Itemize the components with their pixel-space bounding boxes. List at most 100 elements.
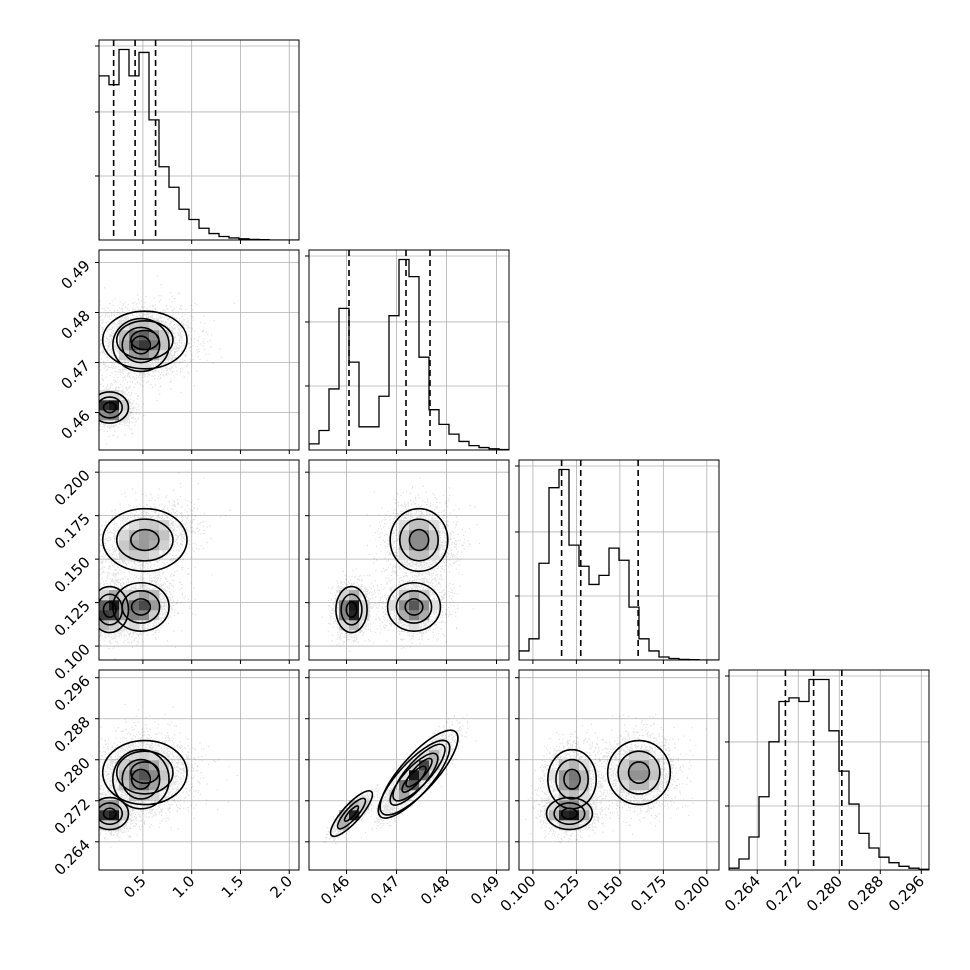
density-cell xyxy=(419,550,430,561)
density-cell xyxy=(339,610,350,621)
panel-frame xyxy=(518,669,720,871)
density-cell xyxy=(339,600,350,611)
y-tick-label: 0.125 xyxy=(51,597,94,640)
density-cell xyxy=(419,610,430,621)
density-cell xyxy=(119,340,130,351)
contour-line xyxy=(130,528,160,552)
density-cell xyxy=(119,550,130,561)
panel-frame xyxy=(98,249,300,451)
y-tick-label: 0.48 xyxy=(57,307,93,343)
y-tick-label: 0.288 xyxy=(51,713,94,756)
density-cell xyxy=(339,590,350,601)
contour-line xyxy=(130,598,152,616)
density-cell xyxy=(99,820,110,831)
panel-3-1: 0.46 0.47 0.48 0.49 xyxy=(305,669,510,908)
contour-line xyxy=(115,319,174,360)
density-cell xyxy=(119,760,130,771)
density-cell xyxy=(349,800,360,811)
density-cell xyxy=(129,360,140,371)
density-cell xyxy=(149,600,160,611)
panel-content xyxy=(99,460,299,660)
density-cell xyxy=(159,330,170,341)
density-cell xyxy=(399,600,410,611)
density-cell xyxy=(149,550,160,561)
density-cell xyxy=(569,810,580,821)
contour-line xyxy=(563,768,581,790)
contour-line xyxy=(112,317,170,373)
contour-line xyxy=(130,329,160,351)
contour-line xyxy=(340,593,363,626)
density-cell xyxy=(119,600,130,611)
contour-line xyxy=(553,802,586,826)
panel-content xyxy=(309,460,509,660)
density-cell xyxy=(119,320,130,331)
density-cell xyxy=(149,350,160,361)
density-cell xyxy=(399,790,410,801)
density-cell xyxy=(389,600,400,611)
density-cell xyxy=(119,400,130,411)
density-cell xyxy=(149,320,160,331)
density-cell xyxy=(139,790,150,801)
density-cell xyxy=(409,600,420,611)
contour-line xyxy=(112,748,170,810)
density-cell xyxy=(399,540,410,551)
density-cell xyxy=(119,540,130,551)
density-cell xyxy=(409,760,420,771)
density-cell xyxy=(119,330,130,341)
density-cell xyxy=(349,600,360,611)
density-cell xyxy=(549,800,560,811)
panel-content xyxy=(309,670,509,870)
density-cell xyxy=(419,520,430,531)
density-cell xyxy=(629,770,640,781)
panel-1-1 xyxy=(305,249,510,454)
density-cell xyxy=(419,750,430,761)
density-cell xyxy=(569,760,580,771)
density-cell xyxy=(639,770,650,781)
density-cell xyxy=(569,780,580,791)
contour-line xyxy=(345,601,358,619)
density-cell xyxy=(139,590,150,601)
density-cell xyxy=(109,810,120,821)
density-cell xyxy=(399,610,410,621)
density-cell xyxy=(649,780,660,791)
density-cell xyxy=(119,780,130,791)
contour-line xyxy=(547,748,598,810)
contour-line xyxy=(112,581,170,632)
contour-line xyxy=(408,528,430,552)
density-cell xyxy=(139,780,150,791)
y-tick-label: 0.49 xyxy=(57,257,93,293)
density-cell xyxy=(159,540,170,551)
density-cell xyxy=(129,790,140,801)
density-cell xyxy=(559,780,570,791)
density-cell xyxy=(359,610,370,621)
histogram-p3 xyxy=(729,678,929,870)
density-cell xyxy=(649,770,660,781)
contour-line xyxy=(99,391,130,424)
contour-line xyxy=(545,796,594,831)
x-tick-label: 0.150 xyxy=(584,872,627,915)
y-tick-label: 0.100 xyxy=(51,640,94,683)
contour-line xyxy=(329,789,374,838)
density-cell xyxy=(569,800,580,811)
y-tick-label: 0.200 xyxy=(51,466,94,509)
histogram-p0 xyxy=(99,48,299,240)
density-cell xyxy=(569,770,580,781)
density-cell xyxy=(579,780,590,791)
density-cell xyxy=(549,770,560,781)
density-cell xyxy=(129,610,140,621)
contour-line xyxy=(336,797,367,830)
density-cell xyxy=(129,550,140,561)
density-cell xyxy=(129,350,140,361)
density-cell xyxy=(409,530,420,541)
density-cell xyxy=(629,780,640,791)
density-cell xyxy=(429,750,440,761)
density-cell xyxy=(149,610,160,621)
density-cell xyxy=(99,410,110,421)
histogram-p1 xyxy=(309,258,509,450)
x-tick-label: 0.5 xyxy=(120,872,150,902)
density-cell xyxy=(639,760,650,771)
density-cell xyxy=(399,530,410,541)
panel-0-0 xyxy=(95,39,300,244)
density-cell xyxy=(429,760,440,771)
